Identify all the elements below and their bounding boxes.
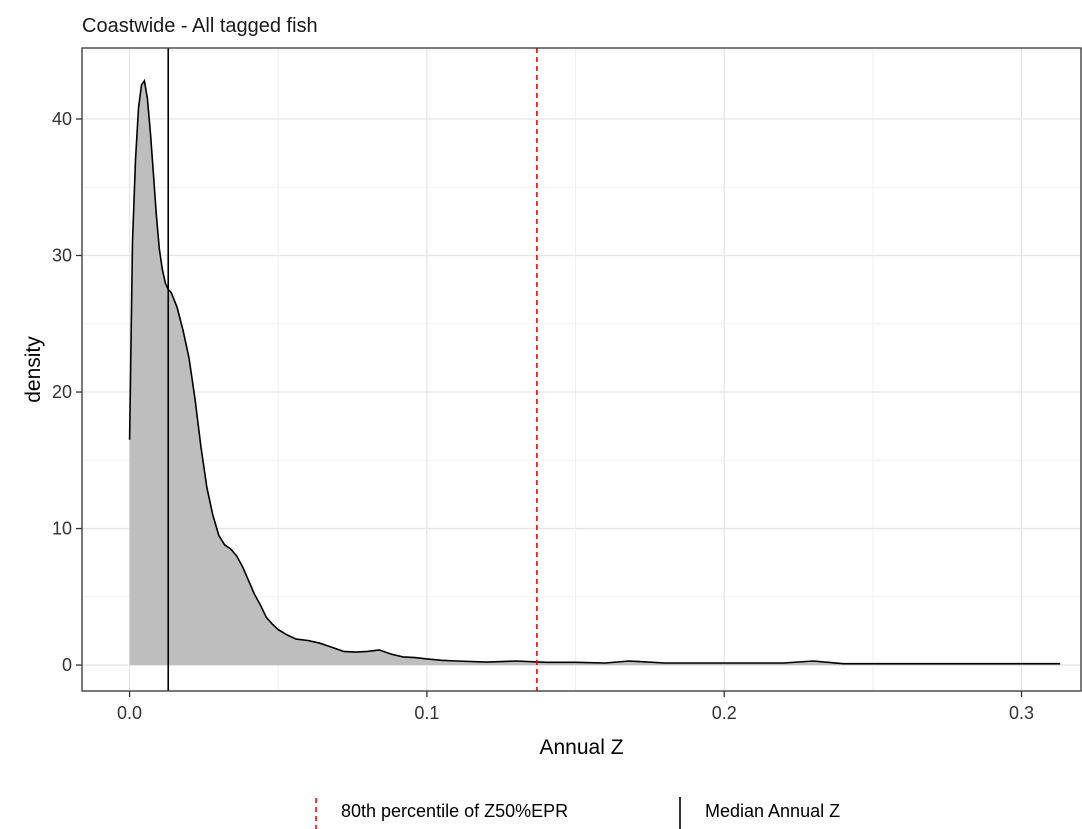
y-tick-label: 40 — [52, 109, 72, 129]
x-tick-label: 0.1 — [414, 703, 439, 723]
x-axis: 0.0 0.1 0.2 0.3 — [117, 691, 1034, 723]
y-tick-label: 0 — [62, 655, 72, 675]
legend-label-percentile: 80th percentile of Z50%EPR — [341, 801, 568, 821]
reference-lines — [167, 48, 538, 691]
chart-title: Coastwide - All tagged fish — [82, 15, 318, 37]
x-tick-label: 0.3 — [1009, 703, 1034, 723]
x-tick-label: 0.0 — [117, 703, 142, 723]
legend-label-median: Median Annual Z — [705, 801, 840, 821]
legend: 80th percentile of Z50%EPR Median Annual… — [315, 797, 840, 829]
y-axis-title: density — [22, 336, 45, 403]
y-axis: 0 10 20 30 40 — [52, 109, 82, 675]
y-tick-label: 10 — [52, 519, 72, 539]
panel-border — [81, 47, 1082, 692]
y-tick-label: 20 — [52, 382, 72, 402]
density-outline — [128, 78, 1061, 665]
x-tick-label: 0.2 — [712, 703, 737, 723]
density-area — [128, 78, 1061, 666]
x-axis-title: Annual Z — [539, 736, 623, 759]
y-tick-label: 30 — [52, 246, 72, 266]
density-fill — [129, 80, 1061, 666]
